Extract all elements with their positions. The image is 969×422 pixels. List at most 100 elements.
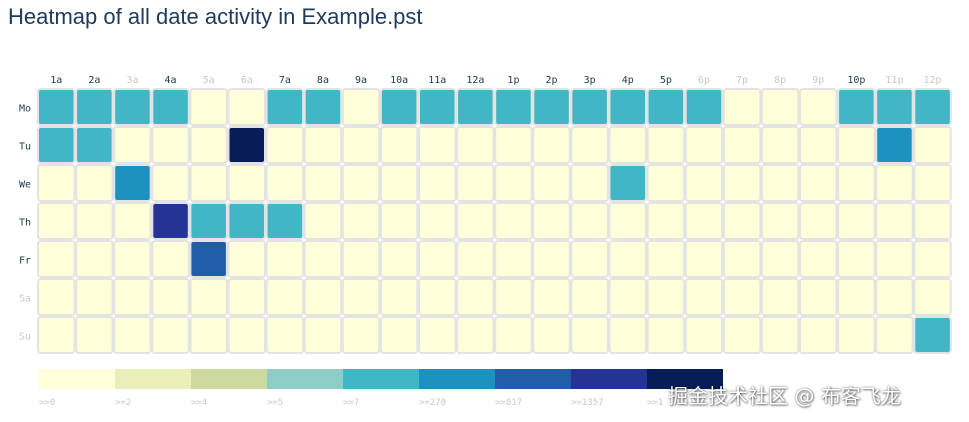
heatmap-cell-Fr-3p	[570, 240, 609, 278]
heatmap-cell-Th-2a	[75, 202, 114, 240]
heatmap-cell-Sa-10a	[379, 278, 419, 316]
heatmap-cell-Fr-12p	[913, 240, 952, 278]
heatmap-cell-Th-5a	[189, 202, 228, 240]
heatmap-cell-Su-1a	[37, 316, 76, 354]
heatmap-cell-We-12a	[456, 164, 495, 202]
hour-label-9p: 9p	[812, 75, 824, 86]
hour-label-3a: 3a	[126, 75, 138, 86]
heatmap-cell-Fr-8p	[760, 240, 800, 278]
heatmap-cell-Tu-12a	[456, 126, 495, 164]
heatmap-cell-Fr-5a	[189, 240, 228, 278]
legend-label-0: >=0	[39, 398, 55, 408]
heatmap-cell-Tu-7p	[722, 126, 762, 164]
hour-label-8a: 8a	[317, 75, 329, 86]
heatmap-cell-Th-2p	[532, 202, 571, 240]
heatmap-cell-Th-7p	[722, 202, 762, 240]
heatmap-cell-Mo-6a	[227, 88, 266, 126]
heatmap-cell-Mo-1a	[37, 88, 76, 126]
legend-label-2: >=4	[191, 398, 207, 408]
heatmap-cell-Mo-11p	[875, 88, 914, 126]
heatmap-cell-Tu-4p	[608, 126, 647, 164]
heatmap-cell-Th-10p	[837, 202, 876, 240]
hour-label-8p: 8p	[774, 75, 786, 86]
heatmap-cell-Fr-3a	[113, 240, 152, 278]
heatmap-cell-Sa-1a	[37, 278, 76, 316]
heatmap-cell-Fr-7a	[265, 240, 305, 278]
heatmap-cell-Tu-3p	[570, 126, 609, 164]
heatmap-cell-Th-4p	[608, 202, 647, 240]
legend-label-1: >=2	[115, 398, 131, 408]
heatmap-cell-Mo-5a	[189, 88, 228, 126]
heatmap-cell-We-7a	[265, 164, 305, 202]
legend-label-8: >=1	[647, 398, 663, 408]
heatmap-cell-Su-2p	[532, 316, 571, 354]
heatmap-cell-Mo-9a	[341, 88, 381, 126]
heatmap-cell-Tu-4a	[151, 126, 190, 164]
heatmap-cell-Sa-2a	[75, 278, 114, 316]
heatmap-cell-Sa-6a	[227, 278, 266, 316]
legend-swatch-5	[419, 369, 495, 389]
heatmap-cell-Sa-2p	[532, 278, 571, 316]
legend-swatch-8	[647, 369, 723, 389]
hour-label-6a: 6a	[241, 75, 253, 86]
day-labels: Mo Tu We Th Fr Sa Su	[19, 103, 31, 342]
hour-label-4a: 4a	[165, 75, 177, 86]
hour-label-12p: 12p	[924, 75, 942, 86]
heatmap-cell-We-7p	[722, 164, 762, 202]
heatmap-cell-Mo-1p	[494, 88, 533, 126]
heatmap-cell-Su-5p	[646, 316, 686, 354]
heatmap-cell-Mo-9p	[799, 88, 838, 126]
legend-swatch-3	[267, 369, 343, 389]
heatmap-cell-Fr-11a	[418, 240, 457, 278]
page-title: Heatmap of all date activity in Example.…	[8, 4, 423, 29]
heatmap-cell-Su-6a	[227, 316, 266, 354]
heatmap-cell-Mo-2a	[75, 88, 114, 126]
heatmap-cell-Fr-10p	[837, 240, 876, 278]
heatmap-cell-Fr-2p	[532, 240, 571, 278]
heatmap-cell-Tu-10a	[379, 126, 419, 164]
heatmap-cell-Mo-7a	[265, 88, 305, 126]
heatmap-cell-Su-8p	[760, 316, 800, 354]
heatmap-cell-Mo-6p	[684, 88, 724, 126]
hour-label-2p: 2p	[546, 75, 558, 86]
hour-label-10a: 10a	[390, 75, 408, 86]
heatmap-cell-Mo-3a	[113, 88, 152, 126]
heatmap-cell-Su-6p	[684, 316, 724, 354]
heatmap-cell-Tu-1p	[494, 126, 533, 164]
heatmap-cell-Th-9a	[341, 202, 381, 240]
heatmap-cell-Tu-2a	[75, 126, 114, 164]
heatmap-cell-Su-11p	[875, 316, 914, 354]
heatmap-cell-Su-10p	[837, 316, 876, 354]
day-label-Tu: Tu	[19, 141, 31, 152]
legend-swatch-0	[39, 369, 115, 389]
heatmap-cell-Sa-7a	[265, 278, 305, 316]
hour-label-5p: 5p	[660, 75, 672, 86]
heatmap-cell-Mo-8p	[760, 88, 800, 126]
heatmap-cell-Fr-5p	[646, 240, 686, 278]
heatmap-cell-Tu-12p	[913, 126, 952, 164]
legend-label-5: >=278	[419, 398, 446, 408]
heatmap-cell-Tu-8a	[303, 126, 343, 164]
heatmap-cell-Su-7a	[265, 316, 305, 354]
day-label-Su: Su	[19, 331, 31, 342]
heatmap-cell-Sa-4a	[151, 278, 190, 316]
heatmap-cell-Fr-4a	[151, 240, 190, 278]
heatmap-cell-We-10p	[837, 164, 876, 202]
heatmap-cell-Sa-11p	[875, 278, 914, 316]
heatmap-cell-We-6a	[227, 164, 266, 202]
heatmap-cell-Su-12p	[913, 316, 952, 354]
legend-swatch-4	[343, 369, 419, 389]
hour-label-7a: 7a	[279, 75, 291, 86]
heatmap-cell-We-10a	[379, 164, 419, 202]
legend: >=0 >=2 >=4 >=5 >=7 >=278 >=817 >=1357 >=1	[39, 369, 723, 408]
heatmap-cell-Th-1a	[37, 202, 76, 240]
heatmap-cell-Su-1p	[494, 316, 533, 354]
heatmap-cell-Th-3a	[113, 202, 152, 240]
heatmap-cell-Mo-4p	[608, 88, 647, 126]
heatmap-cell-We-11a	[418, 164, 457, 202]
heatmap-cell-Fr-11p	[875, 240, 914, 278]
watermark: 掘金技术社区 @ 布客飞龙	[668, 384, 901, 408]
heatmap-cell-Fr-7p	[722, 240, 762, 278]
heatmap-cell-Th-12p	[913, 202, 952, 240]
day-label-Sa: Sa	[19, 293, 31, 304]
